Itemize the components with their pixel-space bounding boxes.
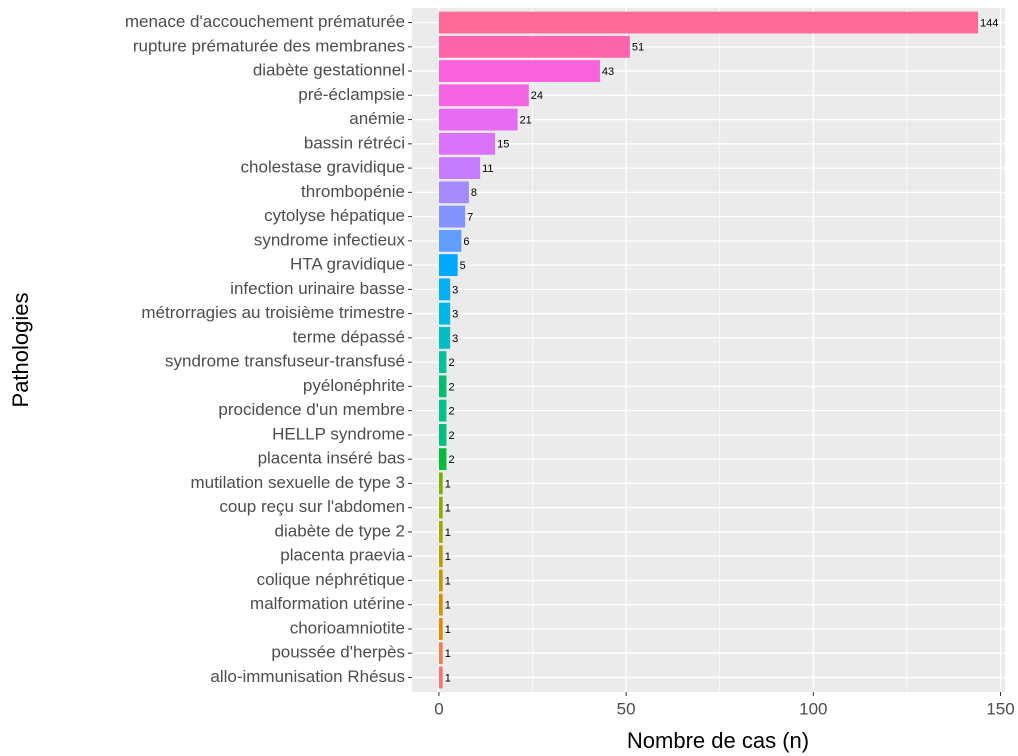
y-tick-label: mutilation sexuelle de type 3 [190,473,405,492]
value-label: 43 [602,66,614,78]
y-tick-label: syndrome infectieux [254,230,406,249]
value-label: 8 [471,187,477,199]
y-tick-label: procidence d'un membre [218,400,405,419]
y-tick-label: chorioamniotite [290,618,405,637]
bar [438,618,443,640]
value-label: 21 [520,114,532,126]
y-tick-label: cholestase gravidique [241,158,405,177]
y-tick-label: allo-immunisation Rhésus [210,667,405,686]
value-label: 144 [980,17,998,29]
bar [438,60,600,82]
bar [438,666,443,689]
y-tick-label: menace d'accouchement prématurée [125,12,405,31]
bar [438,108,518,131]
value-label: 2 [448,430,454,442]
x-tick-label: 100 [799,699,827,718]
y-tick-label: placenta inséré bas [258,449,405,468]
y-tick-label: terme dépassé [293,327,405,346]
bar [438,84,529,107]
value-label: 6 [463,236,469,248]
x-axis-title: Nombre de cas (n) [627,728,809,753]
value-label: 24 [531,90,543,102]
bar [438,229,462,252]
y-tick-label: colique néphrétique [257,570,405,589]
value-label: 3 [452,333,458,345]
bar [438,448,447,471]
y-tick-label: métrorragies au troisième trimestre [141,303,405,322]
bar [438,254,458,277]
value-label: 1 [445,575,451,587]
y-tick-label: poussée d'herpès [271,643,405,662]
bar [438,302,451,325]
bar [438,399,447,422]
bar [438,545,443,568]
value-label: 11 [482,163,493,175]
bar [438,205,466,228]
value-label: 1 [445,503,451,515]
value-label: 2 [448,406,454,418]
y-tick-label: thrombopénie [301,182,405,201]
y-tick-label: anémie [349,109,405,128]
value-label: 1 [445,478,451,490]
y-tick-label: rupture prématurée des membranes [133,36,405,55]
y-tick-label: pyélonéphrite [303,376,405,395]
value-label: 1 [445,672,451,684]
bar [438,11,979,34]
bar [438,423,447,446]
bar [438,593,443,616]
y-tick-label: syndrome transfuseur-transfusé [165,352,405,371]
value-label: 5 [460,260,466,272]
value-label: 1 [445,527,451,539]
value-label: 1 [445,624,451,636]
y-tick-label: coup reçu sur l'abdomen [219,497,405,516]
y-tick-label: malformation utérine [250,594,405,613]
y-tick-label: pré-éclampsie [298,85,405,104]
value-label: 15 [497,139,509,151]
value-label: 51 [632,42,644,54]
x-tick-label: 0 [434,699,443,718]
bar [438,472,443,495]
value-label: 1 [445,648,451,660]
bar [438,642,443,665]
bar [438,132,496,155]
bar [438,278,451,301]
bar [438,496,443,519]
y-tick-label: diabète de type 2 [275,521,405,540]
bar [438,351,447,374]
value-label: 7 [467,212,473,224]
value-label: 1 [445,551,451,563]
bar [438,521,443,543]
y-tick-label: bassin rétréci [304,133,405,152]
y-tick-label: infection urinaire basse [230,279,405,298]
value-label: 2 [448,357,454,369]
x-tick-label: 150 [986,699,1014,718]
bar [438,375,447,398]
bar [438,157,481,179]
value-label: 1 [445,600,451,612]
y-tick-label: HTA gravidique [290,255,405,274]
bar [438,326,451,349]
value-label: 3 [452,284,458,296]
bar [438,569,443,592]
bar [438,35,630,58]
value-label: 2 [448,454,454,466]
y-tick-label: diabète gestationnel [253,61,405,80]
value-label: 2 [448,381,454,393]
y-tick-label: HELLP syndrome [272,424,405,443]
y-axis-title: Pathologies [8,293,33,408]
bar [438,181,469,204]
y-tick-label: cytolyse hépatique [264,206,405,225]
y-tick-label: placenta praevia [280,546,405,565]
x-tick-label: 50 [617,699,636,718]
value-label: 3 [452,309,458,321]
